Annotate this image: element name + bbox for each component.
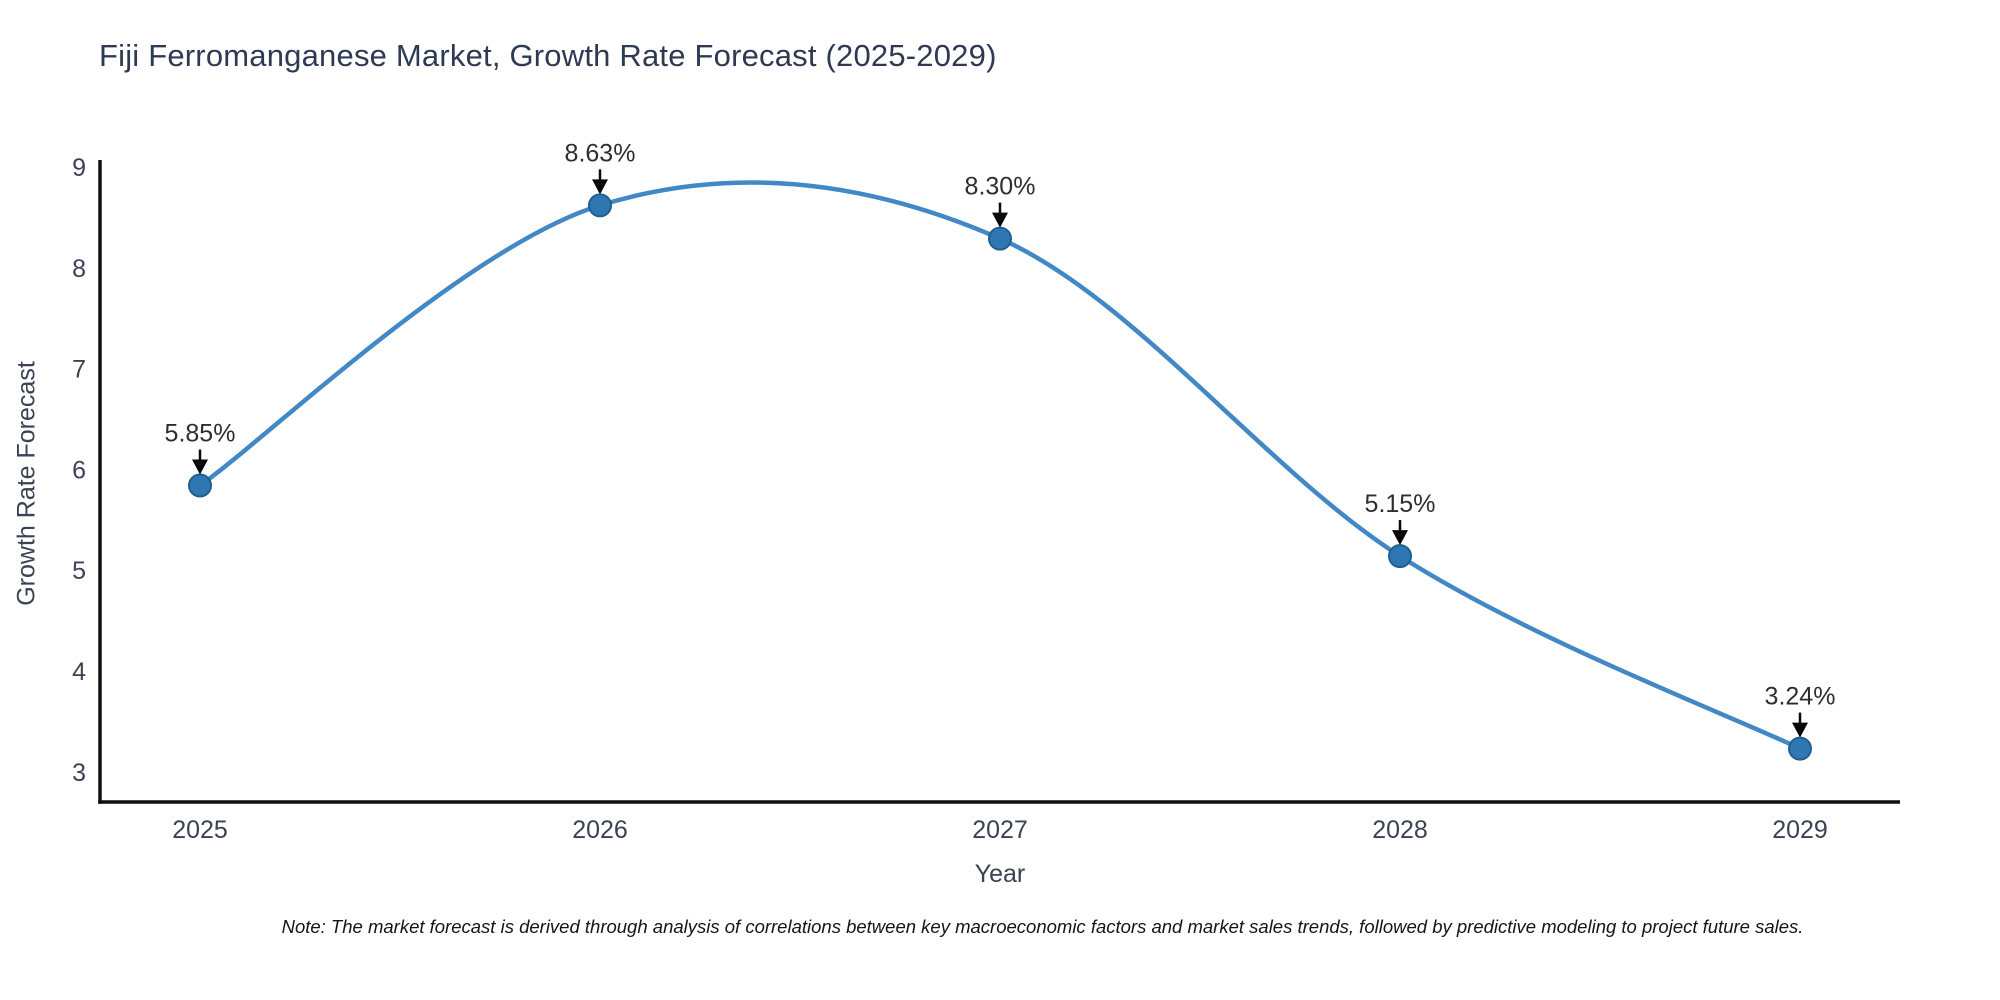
point-annotation: 3.24% <box>1765 683 1836 711</box>
point-annotation: 8.30% <box>965 173 1036 201</box>
data-point-marker <box>188 473 212 498</box>
x-tick-label: 2029 <box>1772 816 1828 844</box>
y-tick-label: 6 <box>72 456 86 484</box>
point-annotation: 5.85% <box>165 420 236 448</box>
y-axis-label: Growth Rate Forecast <box>12 361 41 606</box>
x-tick-label: 2028 <box>1372 816 1428 844</box>
data-point-marker <box>1788 736 1812 761</box>
y-tick-label: 5 <box>72 557 86 585</box>
data-point-marker <box>588 193 612 218</box>
x-tick-label: 2025 <box>172 816 228 844</box>
annotation-arrow-head <box>992 212 1008 228</box>
chart-title: Fiji Ferromanganese Market, Growth Rate … <box>99 38 997 73</box>
y-tick-label: 3 <box>72 759 86 787</box>
x-axis-label: Year <box>974 860 1026 888</box>
point-annotation: 5.15% <box>1365 490 1436 518</box>
footnote: Note: The market forecast is derived thr… <box>281 916 1804 937</box>
y-tick-label: 7 <box>72 356 86 384</box>
forecast-line <box>197 180 1803 751</box>
annotation-arrow-head <box>1392 530 1408 546</box>
data-point-marker <box>988 226 1012 251</box>
annotation-arrow-head <box>592 179 608 195</box>
y-tick-label: 4 <box>72 658 86 686</box>
data-point-marker <box>1388 544 1412 569</box>
annotation-arrow-head <box>192 459 208 475</box>
annotation-arrow-head <box>1792 722 1808 738</box>
y-tick-label: 9 <box>72 154 86 182</box>
x-tick-label: 2027 <box>972 816 1028 844</box>
y-tick-label: 8 <box>72 255 86 283</box>
x-tick-label: 2026 <box>572 816 628 844</box>
point-annotation: 8.63% <box>565 139 636 167</box>
